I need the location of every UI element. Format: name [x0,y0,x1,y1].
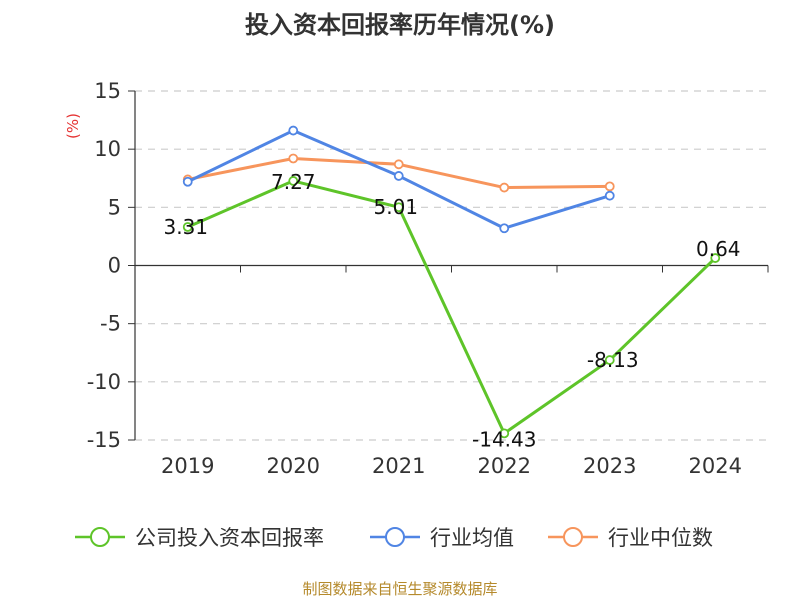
y-tick-label: 10 [94,137,121,161]
data-label: 3.31 [163,215,208,239]
y-tick-label: 5 [108,195,121,219]
data-point [710,253,721,263]
data-point [499,182,510,193]
y-axis-unit-label: (%) [64,113,82,139]
data-point [393,202,404,213]
x-tick-label: 2020 [267,454,320,478]
x-tick-label: 2019 [161,454,214,478]
y-tick-label: -5 [100,312,121,336]
data-point [499,223,510,234]
data-label: -14.43 [472,427,536,451]
data-label: 7.27 [271,170,316,194]
data-point [393,171,404,181]
legend-label: 行业均值 [430,526,514,550]
y-tick-label: 15 [94,79,121,103]
legend-marker [563,527,583,547]
data-point [604,190,615,201]
y-tick-label: -10 [87,370,121,394]
data-point [393,159,404,170]
source-note: 制图数据来自恒生聚源数据库 [302,580,497,598]
chart-title: 投入资本回报率历年情况(%) [245,11,555,39]
legend-marker [90,527,110,547]
data-point [288,176,299,186]
legend: 公司投入资本回报率 行业均值 行业中位数 [75,526,713,550]
y-tick-label: 0 [108,254,121,278]
data-point [182,222,193,232]
legend-marker [385,527,405,547]
data-point [604,181,615,192]
data-point [499,428,510,439]
legend-label: 公司投入资本回报率 [135,526,324,550]
data-point [604,355,615,365]
series-line [187,179,717,435]
data-label: 0.64 [696,237,741,261]
y-tick-label: -15 [87,428,121,452]
data-point [182,176,193,187]
data-point [288,153,299,164]
data-point [288,125,299,136]
series-lines [182,125,721,439]
data-label: -8.13 [587,348,639,372]
data-labels: 3.31 7.27 5.01 -14.43 -8.13 0.64 [163,170,740,451]
axes: -15 -10 -5 0 5 10 15 2019 2020 2021 2022 2023 2024 [87,79,769,478]
x-tick-label: 2024 [689,454,742,478]
data-label: 5.01 [373,195,418,219]
x-tick-label: 2022 [478,454,531,478]
x-tick-label: 2021 [372,454,425,478]
x-tick-label: 2023 [583,454,636,478]
legend-label: 行业中位数 [608,526,713,550]
